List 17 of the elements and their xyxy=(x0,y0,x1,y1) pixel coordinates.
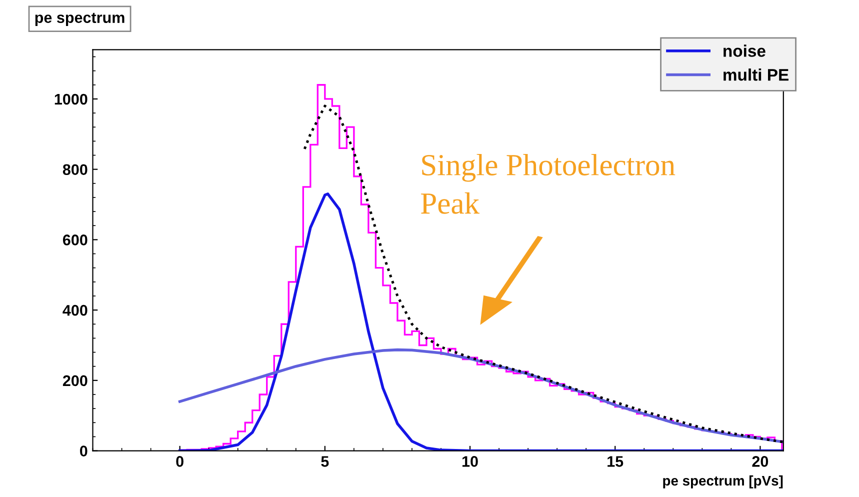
x-axis-title: pe spectrum [pVs] xyxy=(663,475,783,488)
legend-label: noise xyxy=(724,44,766,57)
y-tick-label: 200 xyxy=(62,375,88,386)
y-tick-label: 1000 xyxy=(54,94,88,105)
legend-label: multi PE xyxy=(724,68,788,81)
y-tick-label: 600 xyxy=(62,234,88,246)
x-tick-label: 15 xyxy=(608,456,624,467)
line-series xyxy=(178,192,784,451)
x-tick-label: 0 xyxy=(176,456,184,467)
chart-title: pe spectrum xyxy=(35,12,124,26)
annotation: Single Photoelectron Peak xyxy=(421,154,676,214)
x-tick-label: 10 xyxy=(462,456,478,467)
x-tick-label: 5 xyxy=(321,456,329,467)
x-tick-label: 20 xyxy=(752,456,768,467)
y-tick-label: 800 xyxy=(62,164,88,176)
y-tick-label: 400 xyxy=(62,304,88,316)
y-tick-label: 0 xyxy=(80,446,88,456)
